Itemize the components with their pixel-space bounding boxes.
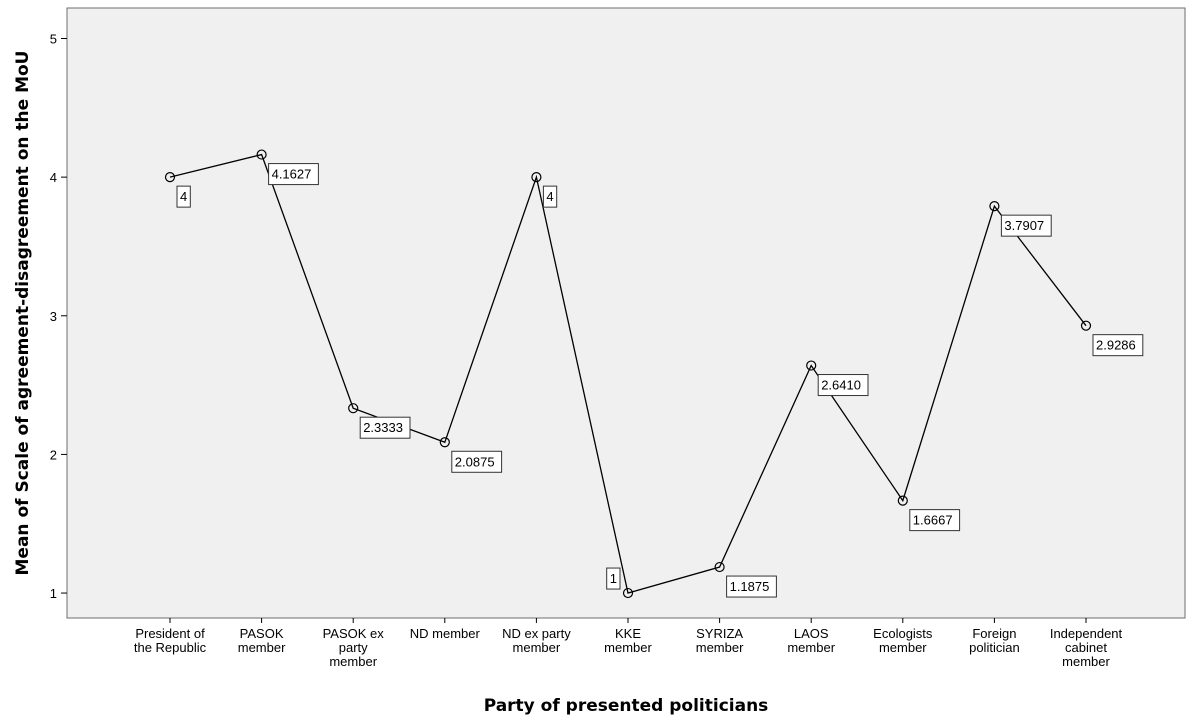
data-point [439,437,450,448]
x-axis: President of the Republic PASOK member PASOK… [134,618,1123,669]
data-label-text: 3.7907 [1004,218,1044,233]
data-markers [164,149,1092,599]
series-line [169,153,1087,594]
y-axis-title: Mean of Scale of agreement-disagreement … [13,51,33,576]
data-label: 2.9286 [1092,334,1144,357]
data-label: 3.7907 [1000,214,1052,237]
x-tick-label: PASOK ex party member [323,626,385,669]
data-label-text: 1 [610,571,617,586]
x-tick-label: ND member [410,626,481,641]
x-tick-label: SYRIZA member [696,626,744,655]
y-tick-label: 1 [50,586,57,601]
data-point [164,172,176,183]
x-tick-label: KKE member [604,626,652,655]
data-point [622,587,634,599]
data-labels: 4 4.1627 2.3333 2.0875 4 1 1.1875 2.6410 1.6667 3… [176,163,1144,598]
data-label: 2.6410 [817,374,869,397]
x-tick-label: Independent cabinet member [1050,626,1123,669]
data-point [256,149,267,160]
data-point [806,360,817,371]
x-tick-label: ND ex party member [502,626,571,655]
data-label: 1.6667 [909,509,961,532]
x-tick-label: Foreign politician [969,626,1020,655]
y-tick-label: 2 [50,447,57,462]
data-label-text: 1.6667 [913,513,953,528]
x-tick-label: President of the Republic [134,626,207,655]
x-tick-label: Ecologists member [873,626,933,655]
data-point [714,561,725,573]
x-axis-title: Party of presented politicians [484,696,769,716]
data-point [897,495,908,506]
data-label-text: 2.9286 [1096,338,1136,353]
data-label-text: 2.6410 [821,378,861,393]
data-point [531,172,542,183]
x-tick-label: PASOK member [238,626,286,655]
y-tick-label: 5 [50,32,57,47]
data-point [348,403,359,414]
data-label: 2.0875 [451,450,503,473]
data-label-text: 2.0875 [455,454,495,469]
data-label-text: 1.1875 [730,579,770,594]
data-label-text: 2.3333 [363,420,403,435]
data-label: 4 [542,185,558,208]
data-label-text: 4 [180,189,187,204]
x-tick-label: LAOS member [787,626,835,655]
data-point [989,201,1000,212]
data-label-text: 4 [546,189,553,204]
y-tick-label: 3 [50,309,57,324]
y-tick-label: 4 [50,170,57,185]
data-label: 2.3333 [359,416,411,439]
data-label: 1 [606,567,621,590]
data-label: 4.1627 [268,163,319,186]
data-point [1080,320,1092,331]
data-label-text: 4.1627 [272,167,312,182]
y-axis: 1 2 3 4 5 [50,32,67,601]
plot-area [66,7,1186,619]
data-label: 1.1875 [726,575,777,598]
data-label: 4 [176,185,191,208]
